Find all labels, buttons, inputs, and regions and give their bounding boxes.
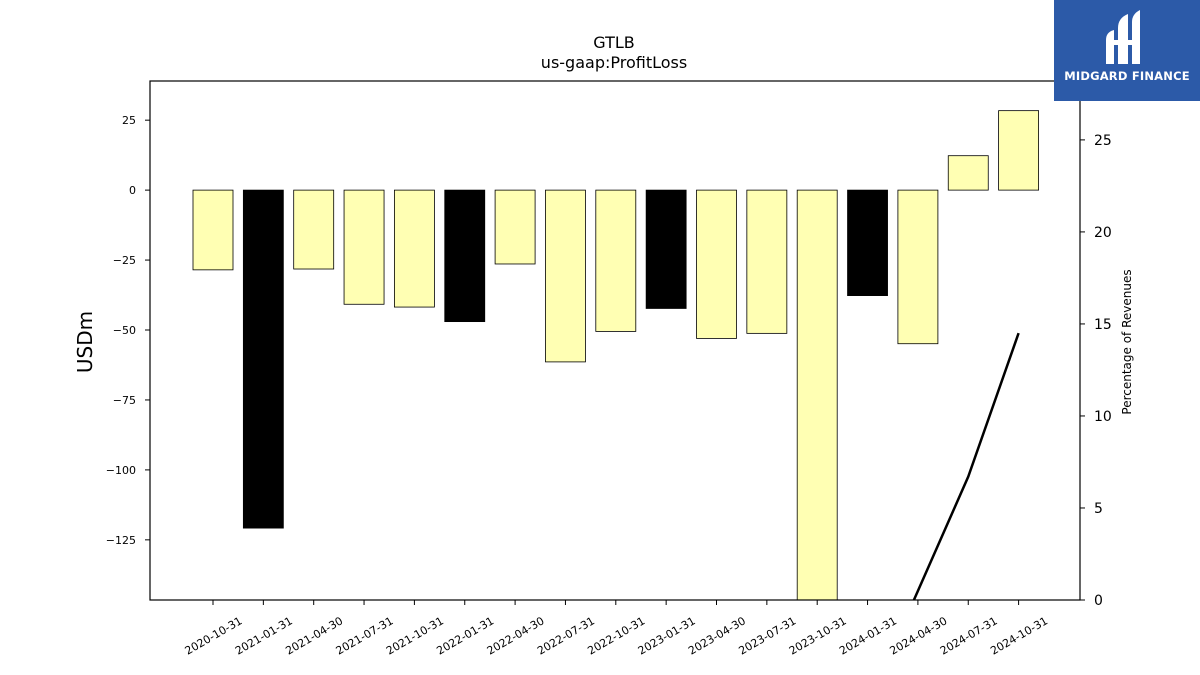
y-axis-label: USDm <box>73 311 97 373</box>
y2-tick-label: 5 <box>1094 501 1103 517</box>
logo-text: MIDGARD FINANCE <box>1064 69 1190 83</box>
y-tick-label: −125 <box>106 534 136 547</box>
bar-2023-01-31 <box>645 189 687 309</box>
x-tick-label: 2024-10-31 <box>988 614 1050 657</box>
bar-2024-07-31 <box>947 155 989 191</box>
bar-2021-04-30 <box>293 189 335 270</box>
bar-2023-10-31 <box>796 189 838 601</box>
y-tick-label: −50 <box>113 324 136 337</box>
plot-frame <box>149 80 1081 601</box>
bar-2022-04-30 <box>494 189 536 265</box>
bar-2022-01-31 <box>444 189 486 323</box>
bar-2022-07-31 <box>545 189 586 363</box>
bar-2021-01-31 <box>242 189 284 529</box>
y2-axis-label: Percentage of Revenues <box>1120 269 1134 414</box>
bar-2021-07-31 <box>343 189 385 305</box>
chart-title: GTLB <box>593 33 635 52</box>
y-tick-label: 25 <box>122 114 136 127</box>
y2-tick-label: 25 <box>1094 133 1112 149</box>
y-tick-label: −75 <box>113 394 136 407</box>
bar-2024-01-31 <box>847 189 888 296</box>
midgard-finance-logo: MIDGARD FINANCE <box>1054 0 1200 101</box>
bars-group <box>192 110 1039 601</box>
bar-2021-10-31 <box>393 189 435 308</box>
bar-2023-07-31 <box>746 189 788 334</box>
bar-2020-10-31 <box>192 189 234 271</box>
y-tick-label: −100 <box>106 464 136 477</box>
y-tick-label: −25 <box>113 254 136 267</box>
y2-tick-label: 0 <box>1094 593 1103 609</box>
bar-2022-10-31 <box>595 189 637 332</box>
line-group <box>912 332 1020 601</box>
bar-2023-04-30 <box>696 189 737 339</box>
y2-tick-label: 20 <box>1094 225 1112 241</box>
percentage-of-revenues-line <box>912 332 1020 601</box>
chart-subtitle: us-gaap:ProfitLoss <box>541 53 687 72</box>
bar-2024-04-30 <box>897 189 939 345</box>
y2-tick-label: 10 <box>1094 409 1112 425</box>
logo-mark-icon <box>1106 10 1140 64</box>
y2-tick-label: 15 <box>1094 317 1112 333</box>
bar-2024-10-31 <box>998 110 1039 191</box>
y-tick-label: 0 <box>129 184 136 197</box>
